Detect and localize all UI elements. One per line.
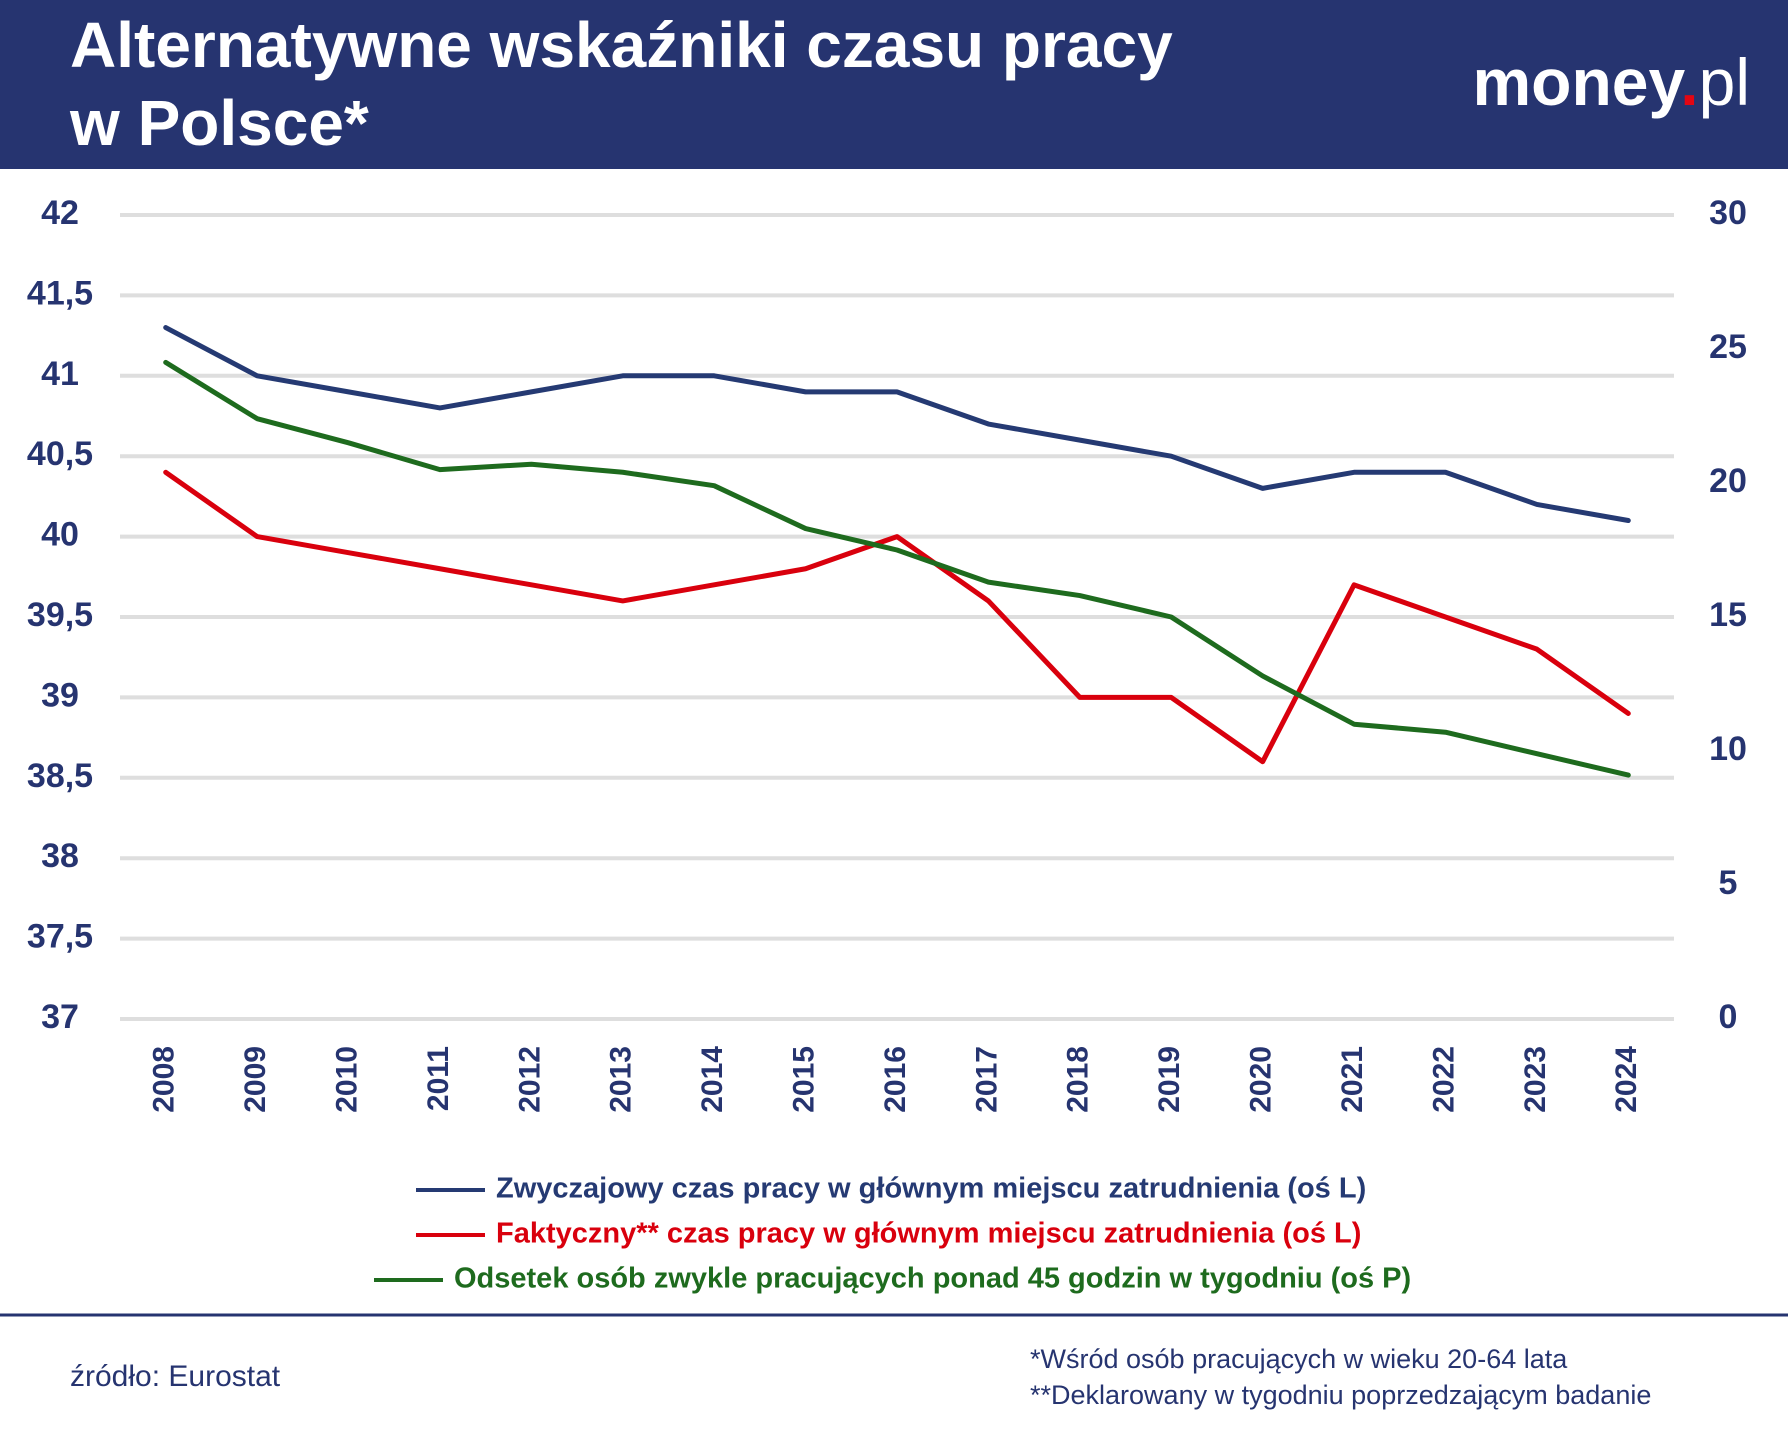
x-tick-label: 2022 xyxy=(1427,1046,1460,1113)
y-tick-label: 41,5 xyxy=(27,274,93,312)
logo-main: money xyxy=(1472,45,1685,119)
logo-dot: . xyxy=(1680,45,1698,119)
chart-title: w Polsce* xyxy=(69,87,369,159)
y2-tick-label: 20 xyxy=(1709,462,1747,500)
y-tick-label: 39,5 xyxy=(27,596,93,634)
x-tick-label: 2008 xyxy=(148,1046,181,1113)
x-tick-label: 2018 xyxy=(1062,1046,1095,1113)
y-tick-label: 40,5 xyxy=(27,435,93,473)
y-tick-label: 39 xyxy=(41,676,79,714)
note: **Deklarowany w tygodniu poprzedzającym … xyxy=(1030,1380,1651,1410)
y-tick-label: 40 xyxy=(41,516,79,554)
x-tick-label: 2010 xyxy=(330,1046,363,1113)
y-tick-label: 37,5 xyxy=(27,918,93,956)
y2-tick-label: 30 xyxy=(1709,194,1747,232)
y2-tick-label: 25 xyxy=(1709,328,1747,366)
x-tick-label: 2024 xyxy=(1610,1046,1643,1113)
x-tick-label: 2013 xyxy=(605,1046,638,1113)
series-line xyxy=(163,469,1631,765)
y-tick-label: 37 xyxy=(41,998,79,1036)
x-tick-label: 2012 xyxy=(513,1046,546,1113)
x-tick-label: 2021 xyxy=(1336,1046,1369,1113)
x-tick-label: 2014 xyxy=(696,1046,729,1113)
x-tick-label: 2016 xyxy=(879,1046,912,1113)
x-tick-label: 2011 xyxy=(422,1046,455,1111)
logo: money.pl xyxy=(1472,45,1750,119)
legend-label: Zwyczajowy czas pracy w głównym miejscu … xyxy=(496,1173,1366,1205)
x-tick-label: 2017 xyxy=(970,1046,1003,1113)
series-line xyxy=(163,325,1631,524)
y-tick-label: 38,5 xyxy=(27,757,93,795)
y-tick-label: 38 xyxy=(41,837,79,875)
series-line xyxy=(163,359,1631,778)
y-tick-label: 41 xyxy=(41,355,79,393)
legend-label: Faktyczny** czas pracy w głównym miejscu… xyxy=(496,1218,1361,1250)
y2-tick-label: 10 xyxy=(1709,730,1747,768)
x-tick-label: 2015 xyxy=(788,1046,821,1113)
y2-tick-label: 0 xyxy=(1719,998,1738,1036)
y2-tick-label: 15 xyxy=(1709,596,1747,634)
note: *Wśród osób pracujących w wieku 20-64 la… xyxy=(1030,1344,1568,1374)
source: źródło: Eurostat xyxy=(70,1360,281,1393)
logo-suffix: pl xyxy=(1699,45,1750,119)
x-tick-label: 2019 xyxy=(1153,1046,1186,1113)
x-tick-label: 2023 xyxy=(1519,1046,1552,1113)
x-tick-label: 2009 xyxy=(239,1046,272,1113)
y2-tick-label: 5 xyxy=(1719,864,1738,902)
chart-title: Alternatywne wskaźniki czasu pracy xyxy=(70,9,1173,81)
legend-label: Odsetek osób zwykle pracujących ponad 45… xyxy=(454,1263,1411,1295)
header-band xyxy=(0,0,1788,169)
y-tick-label: 42 xyxy=(41,194,79,232)
x-tick-label: 2020 xyxy=(1245,1046,1278,1113)
